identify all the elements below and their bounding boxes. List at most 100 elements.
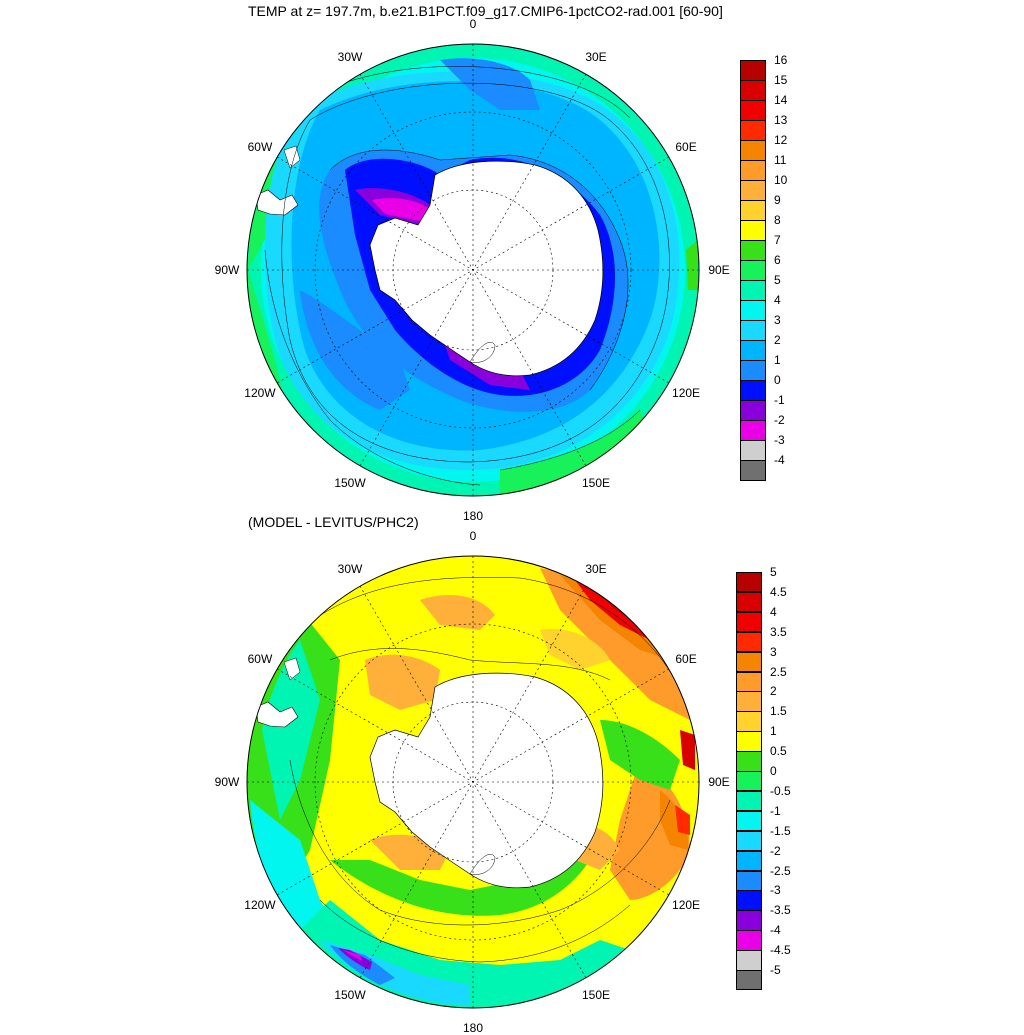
top-colorbar-box	[740, 240, 766, 261]
bottom-colorbar-box	[736, 830, 762, 852]
bottom-colorbar-label: 5	[770, 565, 777, 579]
bottom-colorbar-box	[736, 731, 762, 752]
top-colorbar-box	[740, 100, 766, 121]
bottom-colorbar-box	[736, 850, 762, 872]
top-longitude-label: 90W	[214, 263, 240, 277]
top-colorbar-box	[740, 220, 766, 241]
bottom-longitude-label: 120E	[672, 898, 701, 912]
bottom-colorbar-box	[736, 950, 762, 971]
top-colorbar-label: -2	[774, 413, 785, 427]
bottom-colorbar-box	[736, 810, 762, 832]
bottom-longitude-label: 60W	[247, 652, 273, 666]
top-longitude-label: 60W	[247, 140, 273, 154]
top-colorbar-label: -4	[774, 453, 785, 467]
bottom-longitude-label: 90E	[708, 775, 730, 789]
difference-map	[247, 556, 699, 1008]
bottom-colorbar-label: 1.5	[770, 704, 787, 719]
bottom-colorbar-label: -2	[770, 843, 781, 858]
bottom-colorbar-label: -5	[770, 963, 781, 978]
bottom-colorbar-label: -4	[770, 923, 781, 938]
temperature-colorbar: 16 15 14 13 12 11 10 9 8 7 6 5 4 3 2 1 0 -1 -2 -3 -4	[740, 53, 800, 481]
bottom-colorbar-box	[736, 572, 762, 593]
bottom-colorbar-box	[736, 890, 762, 911]
top-longitude-label: 120W	[244, 386, 276, 400]
temperature-map	[247, 44, 699, 496]
top-colorbar-box	[740, 160, 766, 181]
bottom-colorbar-label: -1.5	[770, 823, 791, 838]
bottom-colorbar-box	[736, 751, 762, 772]
map-border	[246, 555, 700, 1009]
top-colorbar-label: 12	[774, 133, 788, 147]
bottom-colorbar-box	[736, 970, 762, 991]
bottom-longitude-label: 90W	[214, 775, 240, 789]
top-longitude-label: 0	[469, 17, 477, 31]
top-colorbar-label: 1	[774, 353, 781, 367]
top-colorbar-box	[740, 200, 766, 221]
top-colorbar-label: 6	[774, 253, 781, 267]
top-colorbar-label: 16	[774, 53, 788, 67]
bottom-colorbar-box	[736, 631, 762, 653]
top-colorbar-box	[740, 140, 766, 161]
map-border	[246, 43, 700, 497]
bottom-colorbar-label: 3	[770, 644, 777, 659]
top-colorbar-box	[740, 340, 766, 361]
bottom-colorbar-box	[736, 870, 762, 891]
top-colorbar-box	[740, 300, 766, 321]
top-longitude-label: 60E	[675, 140, 697, 154]
bottom-colorbar-box	[736, 930, 762, 951]
top-colorbar-label: 8	[774, 213, 781, 227]
bottom-colorbar-box	[736, 691, 762, 712]
difference-plot-title: (MODEL - LEVITUS/PHC2)	[248, 514, 419, 530]
bottom-colorbar-box	[736, 591, 762, 613]
top-colorbar-label: 10	[774, 173, 788, 187]
bottom-colorbar-box	[736, 910, 762, 931]
top-longitude-label: 120E	[672, 386, 701, 400]
bottom-colorbar-label: -3.5	[770, 903, 791, 918]
bottom-colorbar-label: -2.5	[770, 863, 791, 878]
top-longitude-label: 30W	[337, 49, 363, 64]
top-colorbar-box	[740, 80, 766, 101]
bottom-longitude-label: 150W	[334, 988, 366, 1003]
top-longitude-label: 90E	[708, 263, 730, 277]
bottom-colorbar-box	[736, 611, 762, 633]
top-colorbar-box	[740, 420, 766, 441]
top-colorbar-label: -3	[774, 433, 785, 447]
bottom-colorbar-label: 4	[770, 604, 777, 619]
difference-colorbar: 5 4.5 4 3.5 3 2.5 2 1.5 1 0.5 0 -0.5 -1 -1.5 -2 -2.5 -3 -…	[736, 565, 796, 991]
top-colorbar-box	[740, 180, 766, 201]
bottom-longitude-label: 120W	[244, 898, 276, 912]
top-colorbar-label: 14	[774, 93, 788, 107]
bottom-longitude-label: 30E	[585, 561, 607, 576]
top-colorbar-label: 11	[774, 153, 787, 167]
bottom-colorbar-label: -4.5	[770, 943, 791, 958]
top-colorbar-box	[740, 400, 766, 421]
top-colorbar-label: 13	[774, 113, 788, 127]
plot-title: TEMP at z= 197.7m, b.e21.B1PCT.f09_g17.C…	[248, 3, 723, 19]
bottom-colorbar-label: 4.5	[770, 584, 787, 599]
top-colorbar-box	[740, 260, 766, 281]
bottom-colorbar-box	[736, 711, 762, 732]
bottom-colorbar-label: -0.5	[770, 783, 791, 798]
bottom-longitude-label: 0	[469, 529, 477, 543]
bottom-longitude-label: 180	[462, 1021, 484, 1035]
graticule	[247, 44, 699, 496]
top-colorbar-label: 15	[774, 73, 788, 87]
bottom-colorbar-box	[736, 790, 762, 812]
bottom-longitude-label: 60E	[675, 652, 697, 666]
top-longitude-label: 150W	[334, 476, 366, 491]
bottom-longitude-label: 150E	[581, 988, 611, 1003]
bottom-colorbar-label: 2	[770, 684, 777, 699]
top-colorbar-label: -1	[774, 393, 785, 407]
top-colorbar-box	[740, 460, 766, 481]
top-colorbar-box	[740, 280, 766, 301]
top-colorbar-box	[740, 60, 766, 81]
top-longitude-label: 150E	[581, 476, 611, 491]
top-colorbar-box	[740, 120, 766, 141]
top-colorbar-box	[740, 360, 766, 381]
bottom-colorbar-box	[736, 671, 762, 692]
bottom-colorbar-label: 0.5	[770, 744, 787, 759]
top-colorbar-box	[740, 440, 766, 461]
top-colorbar-label: 4	[774, 293, 781, 307]
bottom-colorbar-label: -1	[770, 803, 781, 818]
